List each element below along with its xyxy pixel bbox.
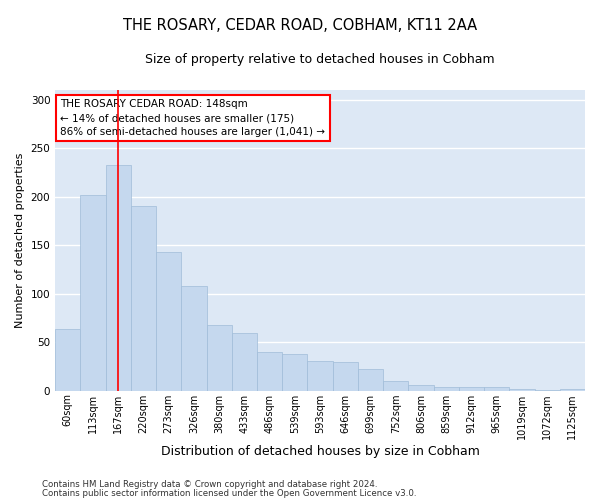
Text: THE ROSARY, CEDAR ROAD, COBHAM, KT11 2AA: THE ROSARY, CEDAR ROAD, COBHAM, KT11 2AA: [123, 18, 477, 32]
Bar: [181, 286, 206, 391]
Y-axis label: Number of detached properties: Number of detached properties: [15, 153, 25, 328]
Bar: [80, 195, 106, 390]
Bar: [434, 387, 459, 390]
Bar: [560, 388, 585, 390]
Bar: [55, 328, 80, 390]
Bar: [307, 360, 332, 390]
Bar: [106, 165, 131, 390]
Bar: [282, 354, 307, 391]
Bar: [509, 388, 535, 390]
Title: Size of property relative to detached houses in Cobham: Size of property relative to detached ho…: [145, 52, 495, 66]
Bar: [459, 387, 484, 390]
Bar: [358, 370, 383, 390]
Bar: [131, 206, 156, 390]
X-axis label: Distribution of detached houses by size in Cobham: Distribution of detached houses by size …: [161, 444, 479, 458]
Bar: [332, 362, 358, 390]
Bar: [383, 381, 409, 390]
Bar: [206, 325, 232, 390]
Text: Contains HM Land Registry data © Crown copyright and database right 2024.: Contains HM Land Registry data © Crown c…: [42, 480, 377, 489]
Bar: [156, 252, 181, 390]
Bar: [484, 387, 509, 390]
Text: Contains public sector information licensed under the Open Government Licence v3: Contains public sector information licen…: [42, 488, 416, 498]
Bar: [257, 352, 282, 391]
Bar: [409, 385, 434, 390]
Text: THE ROSARY CEDAR ROAD: 148sqm
← 14% of detached houses are smaller (175)
86% of : THE ROSARY CEDAR ROAD: 148sqm ← 14% of d…: [61, 100, 325, 138]
Bar: [232, 332, 257, 390]
